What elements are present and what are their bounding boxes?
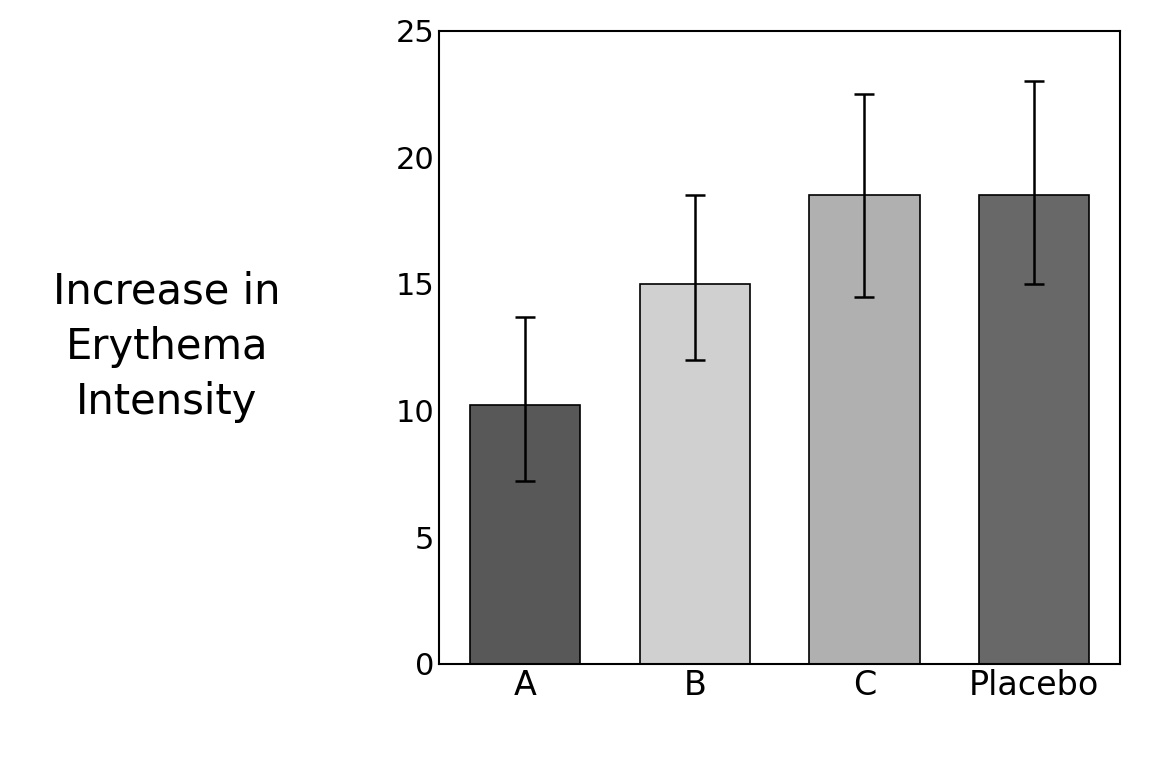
Bar [979, 195, 1089, 664]
Text: Increase in
Erythema
Intensity: Increase in Erythema Intensity [53, 271, 281, 423]
Bar [640, 284, 750, 664]
Bar [810, 195, 919, 664]
Bar [470, 405, 580, 664]
